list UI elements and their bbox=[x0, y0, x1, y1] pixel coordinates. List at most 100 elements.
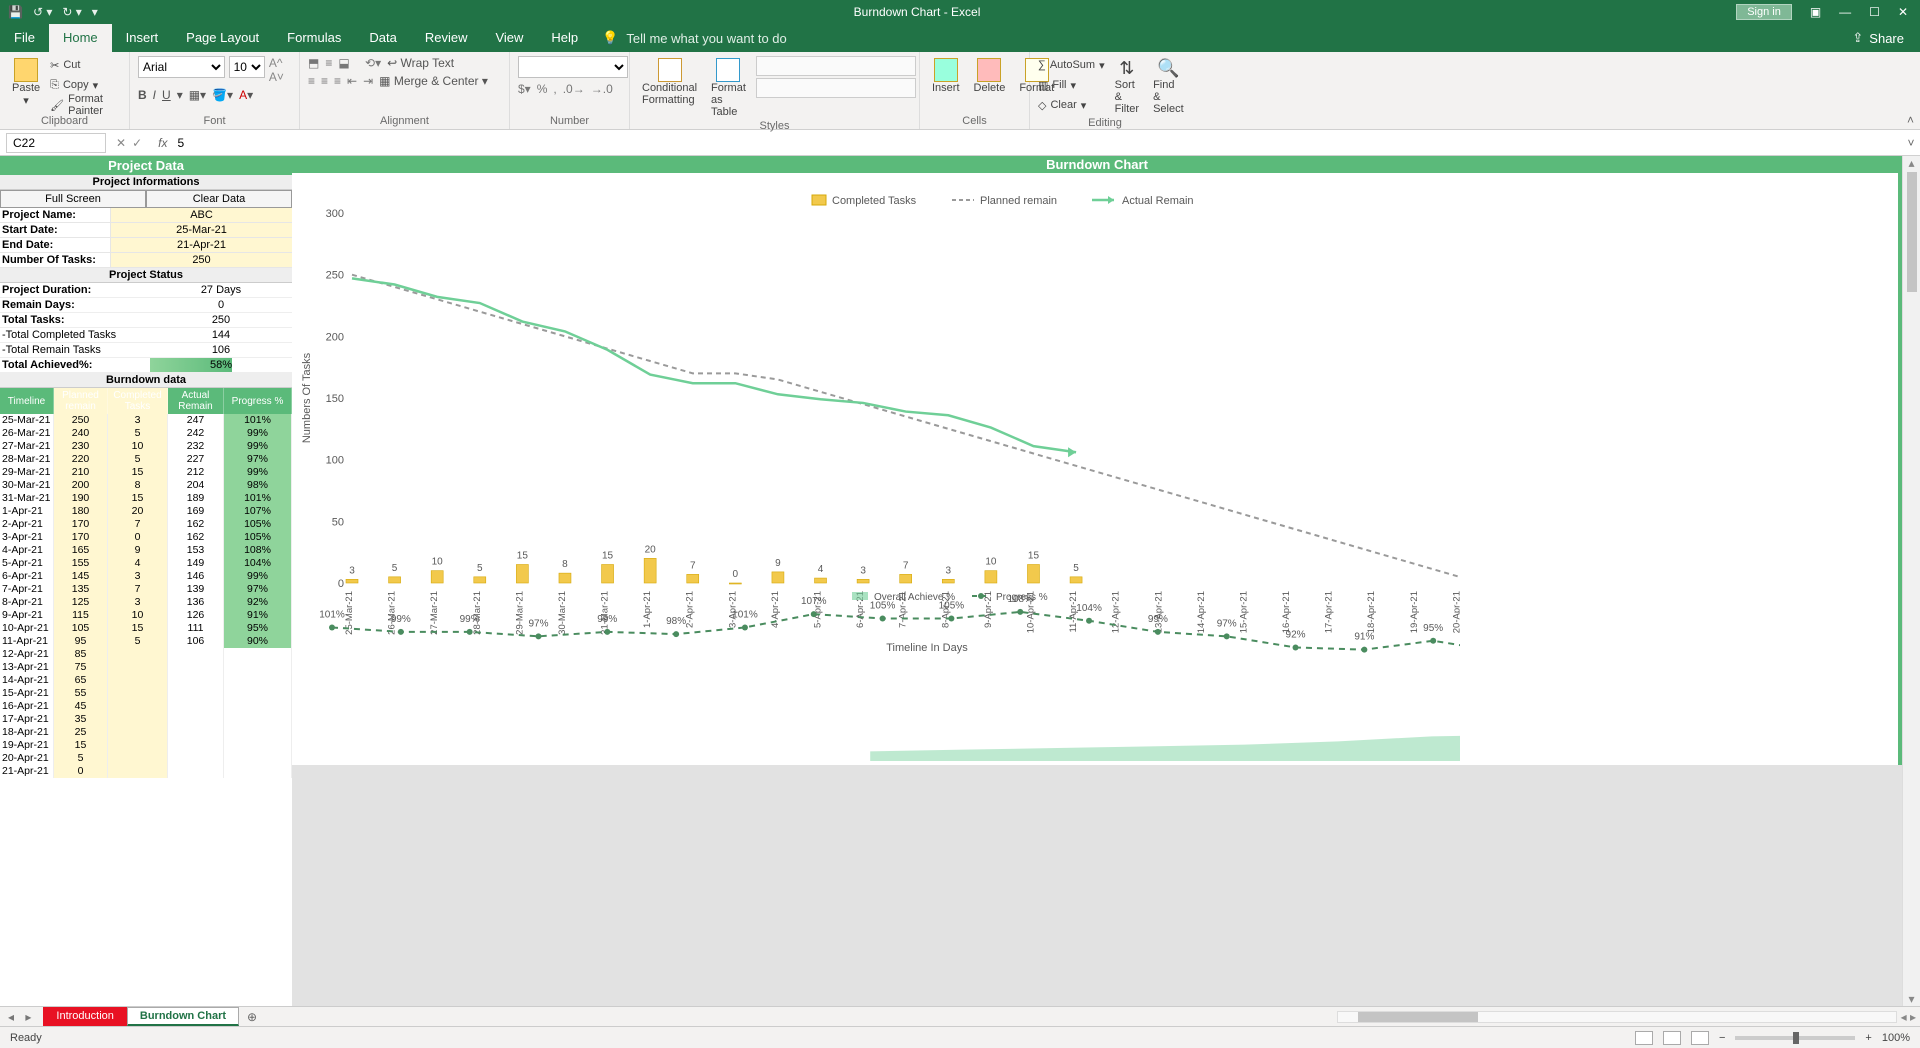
table-row[interactable]: 31-Mar-2119015189101% bbox=[0, 492, 292, 505]
tell-me[interactable]: 💡 Tell me what you want to do bbox=[602, 30, 787, 46]
table-row[interactable]: 13-Apr-2175 bbox=[0, 661, 292, 674]
align-center-button[interactable]: ≡ bbox=[321, 74, 328, 88]
table-row[interactable]: 2-Apr-211707162105% bbox=[0, 518, 292, 531]
maximize-icon[interactable]: ☐ bbox=[1869, 5, 1880, 19]
normal-view-button[interactable] bbox=[1635, 1031, 1653, 1045]
sort-filter-button[interactable]: ⇅Sort & Filter bbox=[1111, 56, 1143, 117]
table-row[interactable]: 5-Apr-211554149104% bbox=[0, 557, 292, 570]
borders-button[interactable]: ▦▾ bbox=[189, 88, 206, 102]
paste-button[interactable]: Paste▾ bbox=[8, 56, 44, 109]
table-row[interactable]: 10-Apr-211051511195% bbox=[0, 622, 292, 635]
bold-button[interactable]: B bbox=[138, 88, 147, 102]
sheet-tab-introduction[interactable]: Introduction bbox=[43, 1007, 126, 1026]
enter-icon[interactable]: ✓ bbox=[132, 136, 148, 150]
fill-color-button[interactable]: 🪣▾ bbox=[212, 88, 233, 102]
table-row[interactable]: 18-Apr-2125 bbox=[0, 726, 292, 739]
ribbon-tab-page-layout[interactable]: Page Layout bbox=[172, 24, 273, 52]
table-row[interactable]: 14-Apr-2165 bbox=[0, 674, 292, 687]
save-icon[interactable]: 💾 bbox=[8, 5, 23, 19]
table-row[interactable]: 4-Apr-211659153108% bbox=[0, 544, 292, 557]
page-layout-view-button[interactable] bbox=[1663, 1031, 1681, 1045]
redo-icon[interactable]: ↻ ▾ bbox=[62, 5, 81, 19]
qat-customize-icon[interactable]: ▾ bbox=[92, 5, 98, 19]
table-row[interactable]: 8-Apr-21125313692% bbox=[0, 596, 292, 609]
table-row[interactable]: 16-Apr-2145 bbox=[0, 700, 292, 713]
wrap-text-button[interactable]: ↩ Wrap Text bbox=[387, 56, 454, 70]
dec-decimal-button[interactable]: →.0 bbox=[591, 82, 613, 96]
font-family-select[interactable]: Arial bbox=[138, 56, 225, 78]
format-painter-button[interactable]: 🖌 Format Painter bbox=[50, 96, 121, 114]
table-row[interactable]: 7-Apr-21135713997% bbox=[0, 583, 292, 596]
table-row[interactable]: 28-Mar-21220522797% bbox=[0, 453, 292, 466]
table-row[interactable]: 6-Apr-21145314699% bbox=[0, 570, 292, 583]
table-row[interactable]: 1-Apr-2118020169107% bbox=[0, 505, 292, 518]
sign-in-button[interactable]: Sign in bbox=[1736, 4, 1792, 20]
fx-icon[interactable]: fx bbox=[158, 136, 167, 150]
zoom-out-button[interactable]: − bbox=[1719, 1032, 1725, 1044]
ribbon-tab-insert[interactable]: Insert bbox=[112, 24, 173, 52]
minimize-icon[interactable]: — bbox=[1839, 5, 1851, 19]
expand-formula-bar-icon[interactable]: ˅ bbox=[1902, 136, 1920, 150]
delete-cells-button[interactable]: Delete bbox=[970, 56, 1010, 96]
full-screen-button[interactable]: Full Screen bbox=[0, 190, 146, 208]
name-box[interactable]: C22 bbox=[6, 133, 106, 153]
font-color-button[interactable]: A▾ bbox=[239, 88, 253, 102]
info-value[interactable]: 250 bbox=[110, 253, 292, 267]
info-value[interactable]: ABC bbox=[110, 208, 292, 222]
sheet-nav-buttons[interactable]: ◂ ▸ bbox=[0, 1010, 43, 1024]
align-right-button[interactable]: ≡ bbox=[334, 74, 341, 88]
find-select-button[interactable]: 🔍Find & Select bbox=[1149, 56, 1188, 117]
table-row[interactable]: 15-Apr-2155 bbox=[0, 687, 292, 700]
ribbon-tab-formulas[interactable]: Formulas bbox=[273, 24, 355, 52]
ribbon-tab-home[interactable]: Home bbox=[49, 24, 112, 52]
info-value[interactable]: 21-Apr-21 bbox=[110, 238, 292, 252]
fill-button[interactable]: ▥ Fill ▾ bbox=[1038, 76, 1105, 94]
undo-icon[interactable]: ↺ ▾ bbox=[33, 5, 52, 19]
zoom-percent[interactable]: 100% bbox=[1882, 1032, 1910, 1044]
table-row[interactable]: 29-Mar-212101521299% bbox=[0, 466, 292, 479]
table-row[interactable]: 25-Mar-212503247101% bbox=[0, 414, 292, 427]
ribbon-tab-help[interactable]: Help bbox=[537, 24, 592, 52]
clear-data-button[interactable]: Clear Data bbox=[146, 190, 292, 208]
zoom-in-button[interactable]: + bbox=[1865, 1032, 1871, 1044]
table-row[interactable]: 3-Apr-211700162105% bbox=[0, 531, 292, 544]
sheet-tab-burndown-chart[interactable]: Burndown Chart bbox=[127, 1007, 239, 1026]
horizontal-scrollbar[interactable]: ◂ ▸ bbox=[265, 1010, 1920, 1024]
info-value[interactable]: 25-Mar-21 bbox=[110, 223, 292, 237]
inc-indent-button[interactable]: ⇥ bbox=[363, 74, 373, 88]
vertical-scrollbar[interactable]: ▴ ▾ bbox=[1902, 156, 1920, 1006]
autosum-button[interactable]: ∑ AutoSum ▾ bbox=[1038, 56, 1105, 74]
underline-button[interactable]: U bbox=[162, 88, 171, 102]
clear-button[interactable]: ◇ Clear ▾ bbox=[1038, 96, 1105, 114]
ribbon-display-icon[interactable]: ▣ bbox=[1810, 5, 1821, 19]
currency-button[interactable]: $▾ bbox=[518, 82, 531, 96]
orientation-button[interactable]: ⟲▾ bbox=[365, 56, 381, 70]
cell-style-gallery[interactable] bbox=[756, 56, 916, 76]
ribbon-tab-review[interactable]: Review bbox=[411, 24, 482, 52]
share-button[interactable]: ⇪ Share bbox=[1852, 30, 1920, 46]
cut-button[interactable]: ✂ Cut bbox=[50, 56, 121, 74]
close-icon[interactable]: ✕ bbox=[1898, 5, 1908, 19]
table-row[interactable]: 9-Apr-211151012691% bbox=[0, 609, 292, 622]
collapse-ribbon-icon[interactable]: ˄ bbox=[1907, 113, 1914, 127]
table-row[interactable]: 21-Apr-210 bbox=[0, 765, 292, 778]
insert-cells-button[interactable]: Insert bbox=[928, 56, 964, 96]
formula-input[interactable]: 5 bbox=[173, 134, 1902, 152]
zoom-slider[interactable] bbox=[1735, 1036, 1855, 1040]
table-row[interactable]: 27-Mar-212301023299% bbox=[0, 440, 292, 453]
table-row[interactable]: 20-Apr-215 bbox=[0, 752, 292, 765]
ribbon-tab-file[interactable]: File bbox=[0, 24, 49, 52]
font-size-select[interactable]: 10 bbox=[229, 56, 265, 78]
table-row[interactable]: 19-Apr-2115 bbox=[0, 739, 292, 752]
percent-button[interactable]: % bbox=[537, 82, 548, 96]
page-break-view-button[interactable] bbox=[1691, 1031, 1709, 1045]
italic-button[interactable]: I bbox=[153, 88, 156, 102]
align-middle-button[interactable]: ≡ bbox=[325, 56, 332, 70]
table-row[interactable]: 12-Apr-2185 bbox=[0, 648, 292, 661]
table-row[interactable]: 30-Mar-21200820498% bbox=[0, 479, 292, 492]
merge-center-button[interactable]: ▦ Merge & Center ▾ bbox=[379, 74, 488, 88]
inc-decimal-button[interactable]: .0→ bbox=[563, 82, 585, 96]
table-row[interactable]: 26-Mar-21240524299% bbox=[0, 427, 292, 440]
table-row[interactable]: 17-Apr-2135 bbox=[0, 713, 292, 726]
scrollbar-thumb[interactable] bbox=[1907, 172, 1917, 292]
